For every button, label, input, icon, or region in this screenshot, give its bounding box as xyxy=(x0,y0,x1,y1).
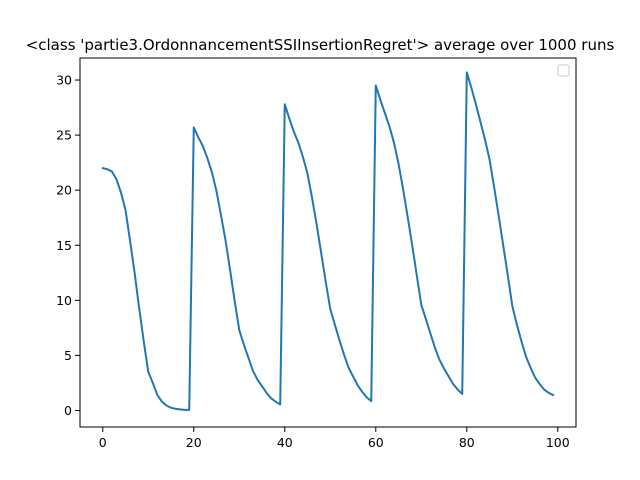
chart-title: <class 'partie3.OrdonnancementSSIInserti… xyxy=(26,36,615,54)
y-tick-label: 25 xyxy=(56,128,72,143)
y-tick-label: 15 xyxy=(56,238,72,253)
y-tick-label: 20 xyxy=(56,183,72,198)
legend-box xyxy=(557,64,570,77)
x-tick-label: 20 xyxy=(186,435,202,450)
x-tick-label: 80 xyxy=(459,435,475,450)
y-tick-label: 0 xyxy=(64,403,72,418)
y-tick-label: 10 xyxy=(56,293,72,308)
x-tick-label: 0 xyxy=(99,435,107,450)
x-tick-label: 40 xyxy=(277,435,293,450)
plot-frame xyxy=(79,57,577,428)
series-line xyxy=(101,71,555,411)
x-tick-label: 60 xyxy=(368,435,384,450)
legend-frame xyxy=(557,64,570,77)
y-axis-ticks: 0 5 10 15 20 25 30 xyxy=(56,73,80,418)
x-axis-ticks: 0 20 40 60 80 100 xyxy=(99,427,570,450)
y-tick-label: 5 xyxy=(64,348,72,363)
y-tick-label: 30 xyxy=(56,73,72,88)
x-tick-label: 100 xyxy=(546,435,570,450)
